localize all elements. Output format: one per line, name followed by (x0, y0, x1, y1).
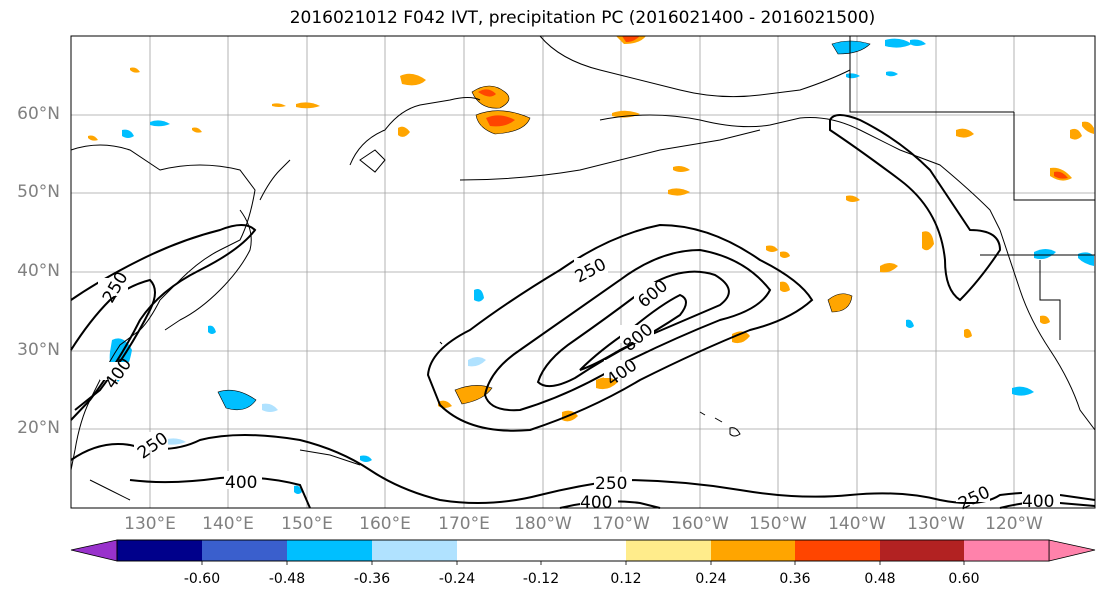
lat-label-50n: 50°N (17, 182, 60, 202)
lon-label-180w: 180°W (514, 514, 572, 534)
lon-label-170e: 170°E (438, 514, 490, 534)
lon-label-170w: 170°W (592, 514, 650, 534)
colorbar-tick-label: 0.24 (695, 571, 727, 587)
colorbar-tick-label: -0.36 (353, 571, 391, 587)
colorbar-tick-label: 0.36 (779, 571, 811, 587)
lon-label-140e: 140°E (202, 514, 254, 534)
colorbar-tick-label: -0.48 (268, 571, 306, 587)
lat-label-30n: 30°N (17, 340, 60, 360)
lon-label-120w: 120°W (985, 514, 1043, 534)
lon-label-130w: 130°W (907, 514, 965, 534)
map-frame (70, 35, 1096, 509)
colorbar-segment (457, 540, 541, 561)
colorbar-tick-label: 0.48 (864, 571, 896, 587)
lon-label-160e: 160°E (359, 514, 411, 534)
colorbar-segment (964, 540, 1049, 561)
map-title: 2016021012 F042 IVT, precipitation PC (2… (289, 8, 876, 28)
lat-label-20n: 20°N (17, 418, 60, 438)
colorbar-segment (287, 540, 372, 561)
colorbar-tick-label: -0.60 (183, 571, 221, 587)
colorbar-segment (117, 540, 202, 561)
contour-label-400-se: 400 (1022, 492, 1054, 512)
colorbar-tick-label: -0.24 (438, 571, 476, 587)
lon-label-160w: 160°W (671, 514, 729, 534)
coastlines (70, 35, 1096, 501)
colorbar-segment (880, 540, 964, 561)
colorbar-tick-label: -0.12 (522, 571, 560, 587)
contour-label-250-s: 250 (595, 474, 627, 494)
lon-label-140w: 140°W (828, 514, 886, 534)
contour-labels: 250 600 800 400 250 400 250 400 250 400 … (98, 255, 1060, 514)
lon-label-130e: 130°E (124, 514, 176, 534)
lat-label-40n: 40°N (17, 261, 60, 281)
colorbar-segment (541, 540, 626, 561)
colorbar-segment (626, 540, 711, 561)
lat-label-60n: 60°N (17, 104, 60, 124)
precip-patches (88, 36, 1094, 494)
ivt-contours (70, 114, 1096, 509)
colorbar-segment (202, 540, 287, 561)
colorbar-tick-label: 0.12 (610, 571, 642, 587)
lon-label-150e: 150°E (281, 514, 333, 534)
contour-label-400-sw: 400 (225, 473, 257, 493)
gridlines (71, 36, 1095, 508)
patch-outlines (217, 40, 871, 411)
colorbar-segment (795, 540, 880, 561)
colorbar-tick-label: 0.60 (948, 571, 980, 587)
lon-label-150w: 150°W (749, 514, 807, 534)
colorbar-segment (372, 540, 457, 561)
colorbar-segment (711, 540, 795, 561)
